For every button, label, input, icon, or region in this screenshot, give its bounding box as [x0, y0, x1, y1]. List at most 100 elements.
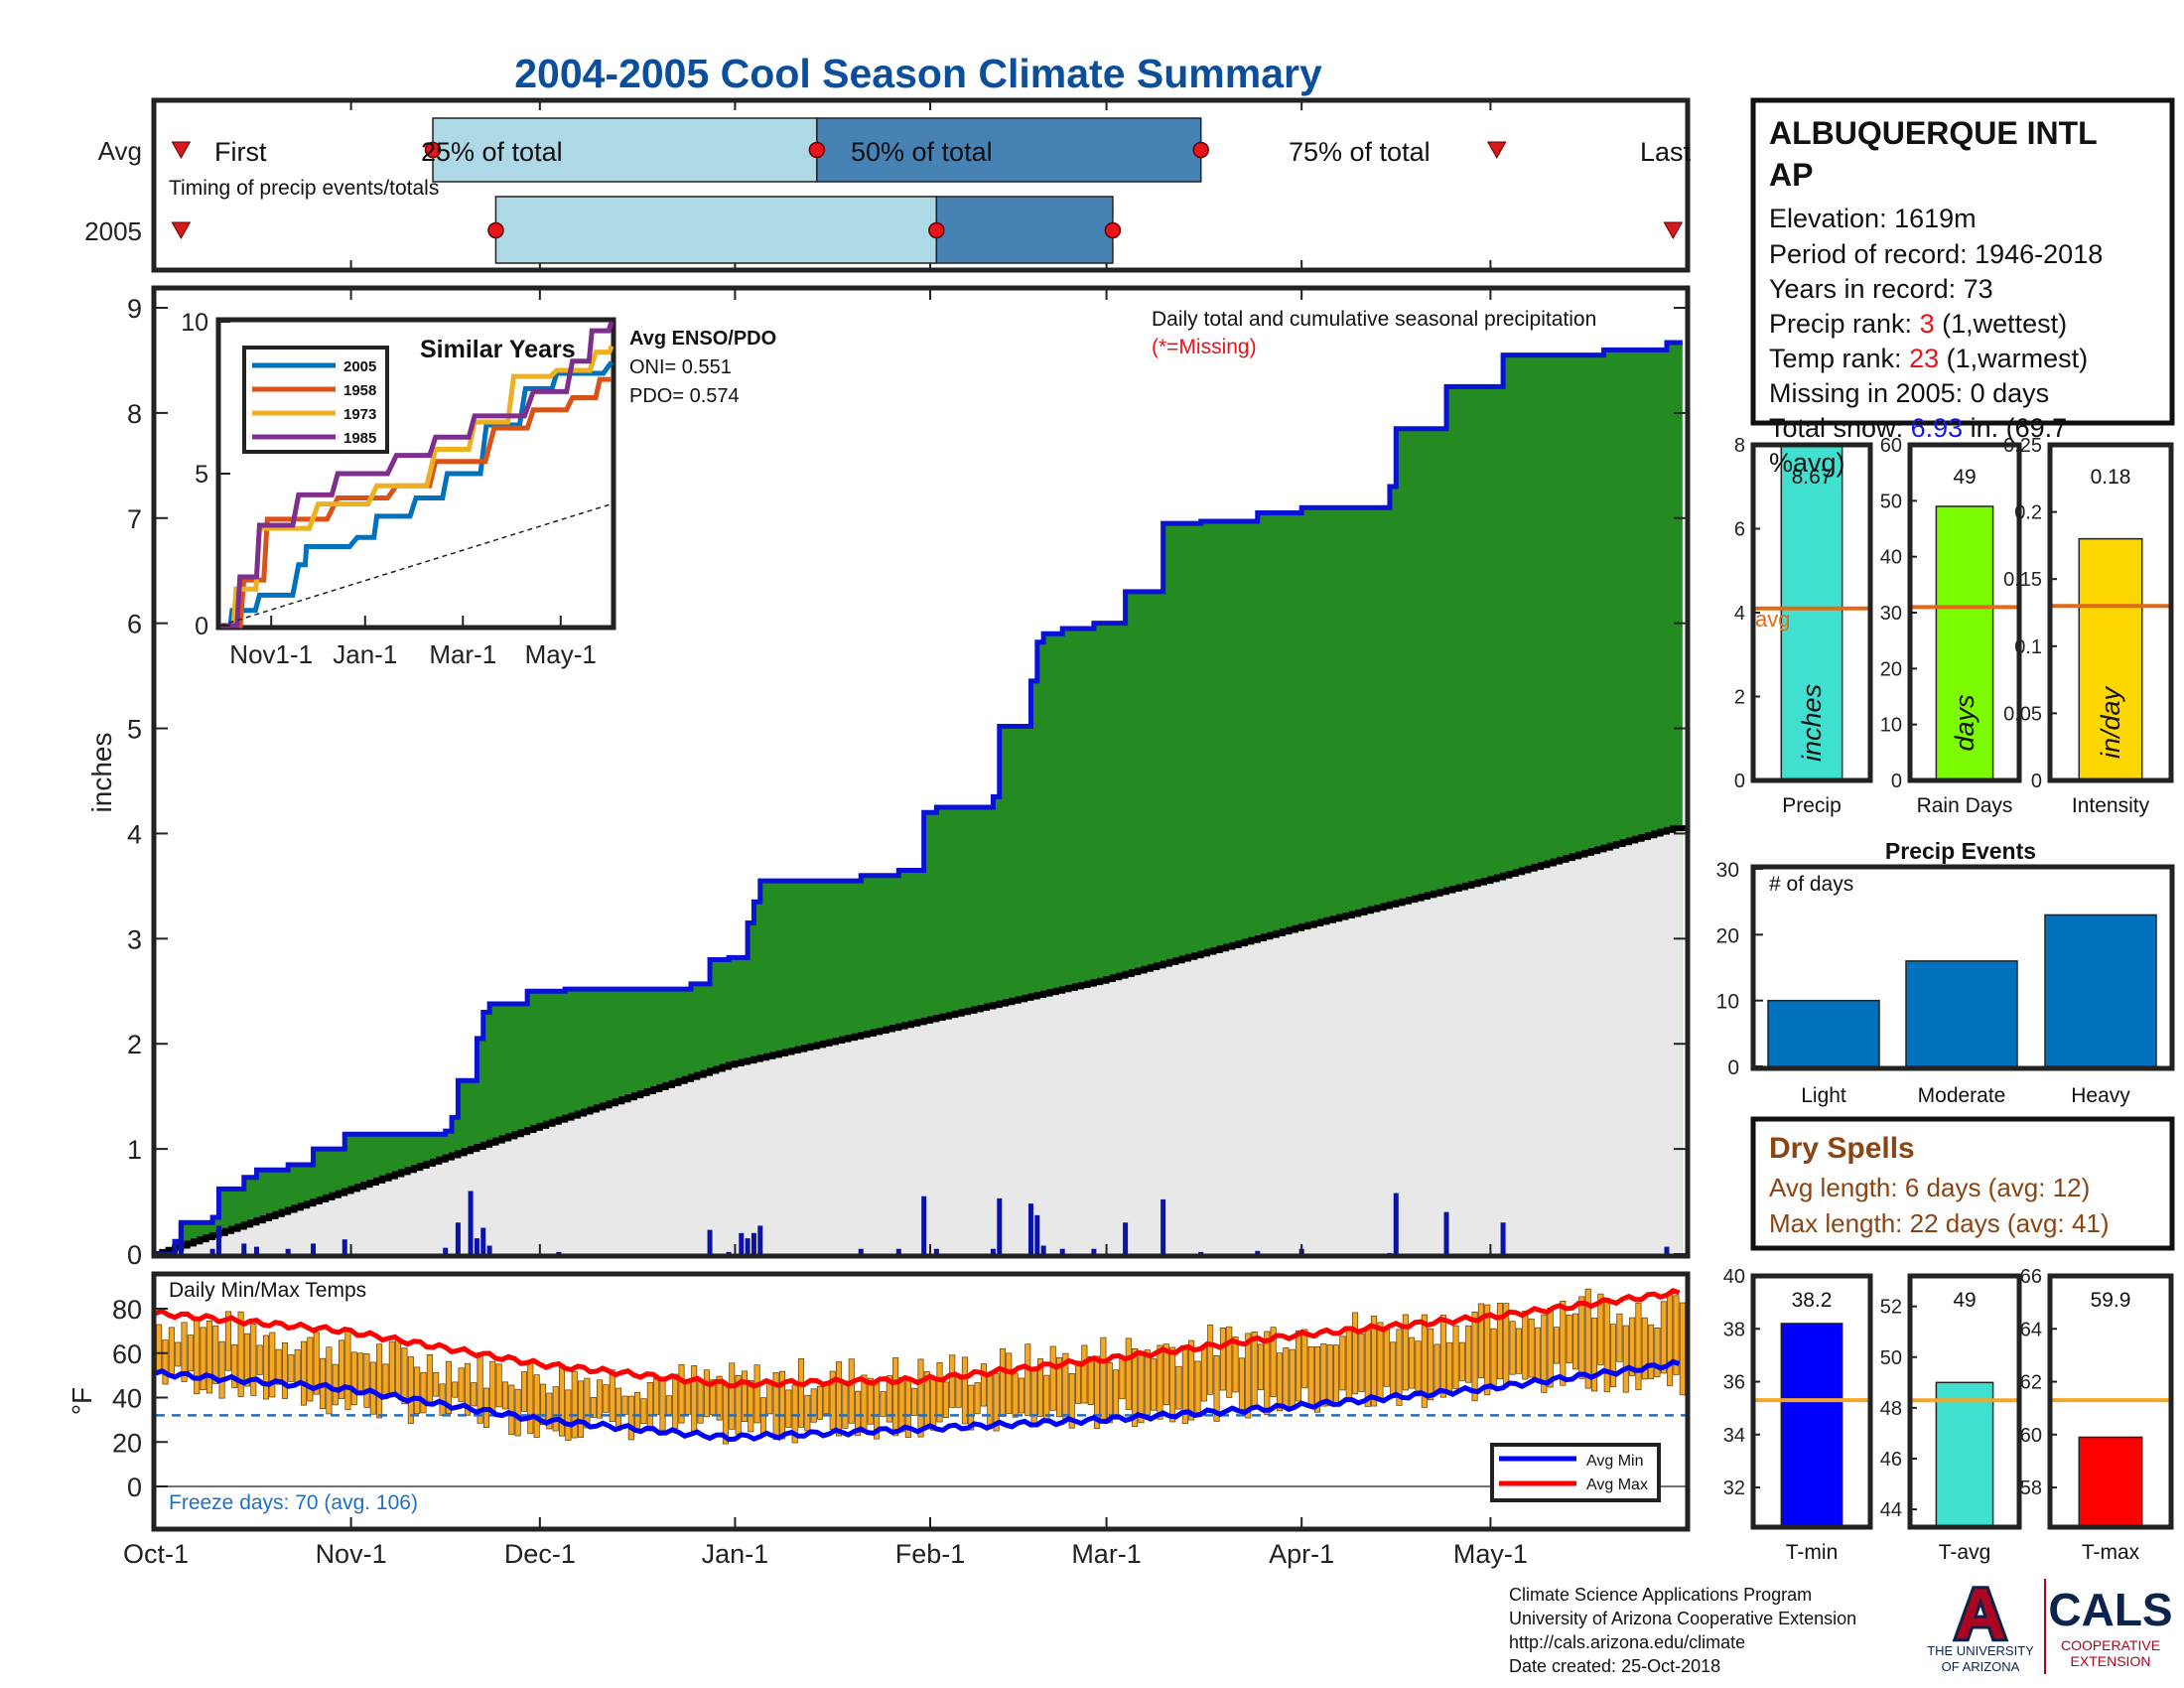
- temps-legend-box: [1490, 1443, 1661, 1502]
- daily-temp-bar: [1333, 1344, 1340, 1404]
- daily-temp-bar: [1421, 1314, 1428, 1408]
- daily-temp-bar: [301, 1340, 308, 1406]
- daily-temp-bar: [936, 1361, 943, 1423]
- daily-temp-bar: [640, 1398, 647, 1425]
- footer-line-3: http://cals.arizona.edu/climate: [1509, 1632, 1745, 1652]
- daily-temp-bar: [452, 1381, 459, 1398]
- daily-precip-bar: [556, 1251, 562, 1254]
- daily-temp-bar: [678, 1363, 685, 1424]
- daily-precip-bar: [997, 1197, 1003, 1254]
- daily-temp-bar: [911, 1387, 918, 1416]
- daily-temp-bar: [571, 1371, 578, 1439]
- temp-t-min-value-label: 38.2: [1792, 1289, 1833, 1312]
- daily-precip-bar: [858, 1248, 864, 1254]
- daily-temp-bar: [1603, 1298, 1610, 1393]
- temps-x-tick-label: Dec-1: [504, 1539, 576, 1569]
- daily-precip-bar: [209, 1248, 215, 1254]
- temp-t-min-frame: [1750, 1273, 1873, 1530]
- timing-2005-marker-q50: [928, 221, 945, 239]
- daily-temp-bar: [1094, 1355, 1101, 1430]
- daily-temp-bar: [350, 1351, 357, 1406]
- temps-title: Daily Min/Max Temps: [169, 1279, 366, 1302]
- precip-main-panel: inches Daily total and cumulative season…: [86, 285, 1691, 1270]
- daily-temp-bar: [388, 1340, 395, 1394]
- daily-precip-bar: [468, 1191, 474, 1254]
- daily-precip-bar: [172, 1243, 178, 1254]
- daily-temp-bar: [1477, 1303, 1484, 1379]
- temp-t-max-tick-label: 60: [2020, 1425, 2042, 1447]
- season-rain-days-bar: [1935, 505, 1994, 781]
- inset-enso-title: Avg ENSO/PDO: [629, 328, 776, 350]
- temp-t-avg-tick-label: 50: [1880, 1347, 1902, 1369]
- events-bar-moderate: [1905, 960, 2018, 1067]
- temps-frame: [151, 1271, 1691, 1532]
- daily-temp-bar: [823, 1382, 830, 1415]
- daily-temp-bar: [1283, 1347, 1290, 1409]
- daily-precip-bar: [480, 1227, 486, 1254]
- daily-temp-bar: [597, 1379, 604, 1419]
- daily-temp-bar: [1106, 1361, 1113, 1424]
- daily-precip-bar: [285, 1248, 291, 1254]
- legend-avg-min-label: Avg Min: [1586, 1453, 1644, 1470]
- daily-temp-bar: [1270, 1327, 1277, 1398]
- daily-precip-bar: [1500, 1222, 1506, 1254]
- temp-t-max-value-label: 59.9: [2091, 1289, 2131, 1312]
- season-precip-bar: [1780, 444, 1843, 781]
- daily-temp-bar: [307, 1336, 314, 1402]
- daily-temp-bar: [243, 1333, 250, 1387]
- snow-value: 6.93: [1911, 413, 1964, 443]
- timing-2005-marker-first: [171, 221, 192, 240]
- footer: Climate Science Applications Program Uni…: [1509, 1572, 2173, 1676]
- daily-precip-bar: [1040, 1245, 1046, 1254]
- daily-temp-bar: [539, 1383, 547, 1426]
- daily-temp-bar: [376, 1343, 383, 1419]
- temps-y-tick-label: 60: [112, 1339, 142, 1369]
- ua-text-1: THE UNIVERSITY: [1927, 1643, 2034, 1658]
- daily-temp-bar: [175, 1341, 182, 1367]
- daily-temp-bar: [1553, 1327, 1561, 1364]
- main-note-missing: (*=Missing): [1152, 336, 1257, 358]
- daily-temp-bar: [1415, 1340, 1422, 1397]
- daily-temp-bar: [653, 1378, 660, 1416]
- daily-temp-bar: [886, 1375, 892, 1423]
- daily-temp-bar: [1232, 1336, 1239, 1393]
- daily-temp-bar: [1673, 1295, 1680, 1375]
- daily-temp-bar: [520, 1371, 528, 1412]
- timing-avg-marker-q75: [1192, 141, 1209, 159]
- main-y-tick-label: 8: [127, 399, 142, 429]
- precip-rank-value: 3: [1920, 309, 1935, 339]
- daily-temp-bar: [508, 1384, 515, 1435]
- daily-temp-bar: [1383, 1328, 1390, 1387]
- daily-temp-bar: [527, 1359, 534, 1435]
- station-name: ALBUQUERQUE INTL AP: [1769, 115, 2106, 193]
- daily-precip-bar: [1255, 1250, 1261, 1254]
- daily-precip-bar: [990, 1248, 996, 1254]
- daily-temp-bar: [949, 1354, 956, 1408]
- daily-precip-bar: [341, 1239, 347, 1254]
- station-missing: Missing in 2005: 0 days: [1769, 378, 2049, 408]
- daily-temp-bar: [627, 1395, 634, 1441]
- daily-temp-bar: [1194, 1360, 1201, 1414]
- daily-temp-bar: [489, 1360, 496, 1412]
- season-rain-days-tick-label: 60: [1880, 435, 1902, 457]
- cals-logo: CALS: [2048, 1584, 2172, 1635]
- daily-temp-bar: [344, 1330, 351, 1411]
- timing-2005-marker-last: [1663, 221, 1684, 240]
- seasonal-temp-panels: 32 34 36 38 40 38.2 T-min 44 46 48 50 52 49 T-avg 58 60…: [1723, 1266, 2174, 1564]
- temp-t-max-tick-label: 58: [2020, 1477, 2042, 1499]
- station-period: Period of record: 1946-2018: [1769, 239, 2103, 269]
- daily-precip-bar: [751, 1232, 756, 1254]
- season-precip-tick-label: 2: [1734, 687, 1745, 709]
- season-rain-days-category: Rain Days: [1917, 794, 2013, 817]
- season-rain-days-unit: days: [1950, 694, 1979, 751]
- daily-temp-bar: [855, 1390, 862, 1437]
- main-y-tick-label: 0: [127, 1240, 142, 1270]
- daily-temp-bar: [1528, 1318, 1535, 1378]
- dry-avg: Avg length: 6 days (avg: 12): [1769, 1173, 2090, 1202]
- season-intensity-value-label: 0.18: [2091, 466, 2131, 489]
- precip-events-panel: Precip Events Light Moderate Heavy0102030 …: [1716, 838, 2175, 1107]
- daily-temp-bar: [615, 1387, 622, 1431]
- main-y-tick-label: 2: [127, 1030, 142, 1059]
- daily-temp-bar: [1049, 1345, 1056, 1411]
